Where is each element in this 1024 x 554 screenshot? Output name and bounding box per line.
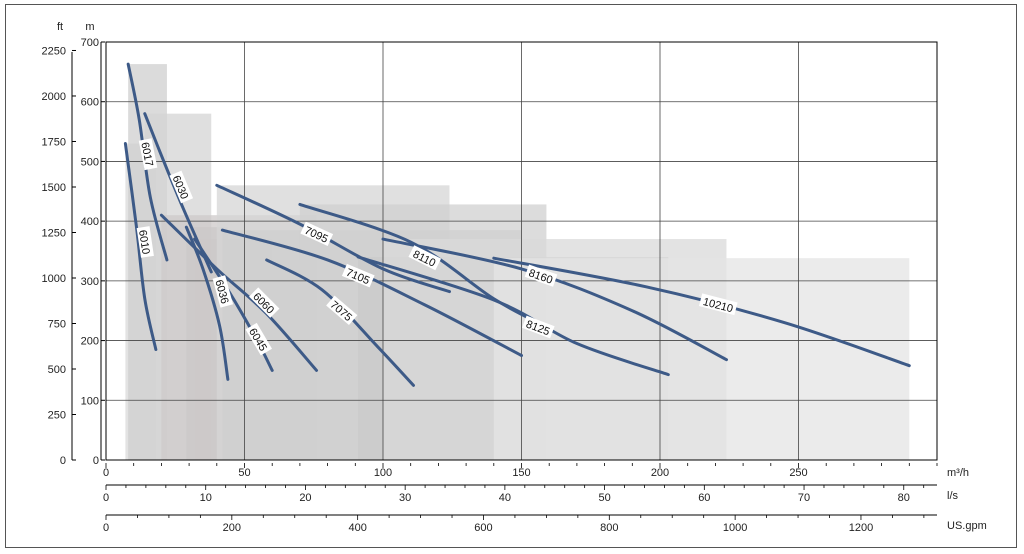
x-tick-label-ls: 50	[598, 492, 610, 504]
x-tick-label-ls: 30	[399, 492, 411, 504]
x-tick-label-m3h: 100	[374, 467, 392, 479]
pump-curve-6060	[159, 213, 319, 372]
y-tick-label-ft: 1000	[42, 273, 66, 285]
y-tick-label-m: 700	[81, 37, 99, 49]
y-tick-label-m: 0	[93, 455, 99, 467]
curve-label-bg	[245, 322, 273, 356]
x-tick-label-m3h: 250	[789, 467, 807, 479]
x-tick-label-gpm: 200	[223, 522, 241, 534]
y-tick-label-ft: 2250	[42, 45, 66, 57]
curve-label-bg	[524, 264, 558, 287]
y-tick-label-m: 600	[81, 97, 99, 109]
y-unit-m: m	[85, 21, 94, 33]
y-tick-label-m: 500	[81, 156, 99, 168]
x-tick-label-gpm: 1200	[849, 522, 873, 534]
curve-label-bg	[326, 295, 358, 326]
x-tick-label-gpm: 600	[474, 522, 492, 534]
curve-label-bg	[212, 275, 234, 308]
y-tick-label-ft: 0	[60, 455, 66, 467]
y-tick-label-ft: 2000	[42, 91, 66, 103]
x-tick-label-gpm: 800	[600, 522, 618, 534]
x-tick-label-ls: 60	[698, 492, 710, 504]
x-unit-gpm: US.gpm	[947, 520, 987, 532]
curve-label-text: 6010	[136, 229, 151, 255]
curve-label-bg	[408, 245, 442, 271]
x-tick-label-m3h: 0	[103, 467, 109, 479]
y-tick-label-m: 100	[81, 395, 99, 407]
operating-range-shading	[125, 64, 910, 461]
curve-label-bg	[136, 226, 154, 258]
y-tick-label-ft: 1500	[42, 182, 66, 194]
y-tick-label-m: 300	[81, 276, 99, 288]
y-tick-label-ft: 750	[48, 318, 66, 330]
x-tick-label-m3h: 200	[651, 467, 669, 479]
x-tick-label-m3h: 150	[512, 467, 530, 479]
y-tick-label-ft: 1750	[42, 136, 66, 148]
x-tick-label-ls: 0	[103, 492, 109, 504]
curve-label-bg	[698, 293, 738, 316]
pump-curve-6036	[184, 225, 230, 381]
curve-label-bg	[341, 263, 375, 288]
pump-curve-7095	[215, 183, 451, 294]
y-unit-ft: ft	[57, 21, 63, 33]
pump-curve-8160	[381, 237, 728, 362]
x-unit-ls: l/s	[947, 490, 959, 502]
x-tick-label-gpm: 0	[103, 522, 109, 534]
x-tick-label-ls: 10	[200, 492, 212, 504]
curve-label-bg	[300, 221, 334, 246]
y-axes: 0 100 200 300 400 500 600 700 0 250 500 750 1000 1250…	[42, 37, 105, 467]
x-tick-label-ls: 20	[299, 492, 311, 504]
curve-label-bg	[169, 170, 194, 204]
x-tick-label-gpm: 1000	[723, 522, 747, 534]
x-unit-m3h: m³/h	[947, 467, 969, 479]
curve-label-bg	[521, 315, 555, 339]
y-tick-label-m: 200	[81, 336, 99, 348]
curve-label-bg	[138, 138, 158, 171]
chart-frame	[5, 4, 1017, 548]
x-tick-label-m3h: 50	[238, 467, 250, 479]
curve-label-6017: 6017	[138, 138, 158, 171]
x-tick-label-ls: 40	[499, 492, 511, 504]
curve-label-6010: 6010	[136, 226, 154, 258]
y-tick-label-ft: 1250	[42, 227, 66, 239]
y-tick-label-ft: 500	[48, 364, 66, 376]
curve-label-bg	[249, 287, 280, 318]
y-tick-label-m: 400	[81, 216, 99, 228]
operating-range-10210	[493, 258, 910, 460]
x-tick-label-gpm: 400	[348, 522, 366, 534]
plot-border	[105, 41, 938, 461]
x-tick-label-ls: 80	[898, 492, 910, 504]
curve-label-text: 6017	[138, 141, 155, 167]
pump-curve-6010	[123, 142, 158, 352]
pump-curve-7105	[220, 228, 523, 357]
x-tick-label-ls: 70	[798, 492, 810, 504]
grid-lines	[106, 42, 937, 460]
y-tick-label-ft: 250	[48, 409, 66, 421]
